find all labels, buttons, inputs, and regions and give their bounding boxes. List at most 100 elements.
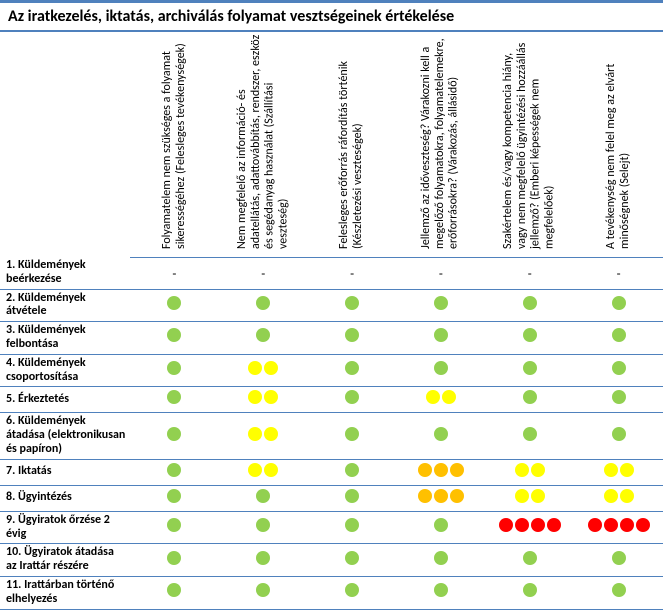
- row-label: 5. Érkeztetés: [0, 387, 130, 413]
- green-dot-icon: [345, 551, 359, 565]
- table-cell: [574, 322, 663, 355]
- table-cell: [574, 576, 663, 609]
- red-dot-icon: [604, 518, 618, 532]
- table-cell: [130, 485, 219, 511]
- table-cell: [308, 485, 397, 511]
- dot-group: [426, 390, 456, 404]
- green-dot-icon: [345, 489, 359, 503]
- dot-group: [612, 361, 626, 375]
- table-row: 7. Iktatás: [0, 459, 663, 485]
- dot-group: [434, 551, 448, 565]
- green-dot-icon: [167, 518, 181, 532]
- green-dot-icon: [167, 390, 181, 404]
- table-cell: [308, 322, 397, 355]
- table-cell: [485, 459, 574, 485]
- dot-group: [345, 328, 359, 342]
- red-dot-icon: [531, 518, 545, 532]
- dot-group: [248, 427, 278, 441]
- table-cell: [396, 576, 485, 609]
- column-header: Nem megfelelő az információ- és adatellá…: [219, 32, 308, 257]
- table-cell: [574, 459, 663, 485]
- table-cell: [308, 459, 397, 485]
- table-cell: [485, 511, 574, 544]
- table-cell: [130, 322, 219, 355]
- green-dot-icon: [434, 296, 448, 310]
- green-dot-icon: [256, 518, 270, 532]
- dot-group: [418, 489, 464, 503]
- dot-group: [515, 489, 545, 503]
- table-cell: [130, 413, 219, 459]
- dot-group: [256, 518, 270, 532]
- dot-group: [434, 427, 448, 441]
- table-cell: [396, 387, 485, 413]
- green-dot-icon: [256, 551, 270, 565]
- green-dot-icon: [612, 551, 626, 565]
- table-cell: [308, 544, 397, 577]
- column-header: Folyamatelem nem szükséges a folyamat si…: [130, 32, 219, 257]
- table-cell: [396, 289, 485, 322]
- column-header: Szakértelem és/vagy kompetencia hiány, v…: [485, 32, 574, 257]
- column-header-label: Jellemző az időveszteség? Várakozni kell…: [420, 34, 461, 249]
- table-cell: [396, 459, 485, 485]
- red-dot-icon: [636, 518, 650, 532]
- orange-dot-icon: [418, 489, 432, 503]
- dot-group: [256, 489, 270, 503]
- green-dot-icon: [256, 489, 270, 503]
- table-cell: [130, 544, 219, 577]
- yellow-dot-icon: [248, 361, 262, 375]
- table-cell: [308, 576, 397, 609]
- dot-group: [167, 296, 181, 310]
- table-cell: [396, 413, 485, 459]
- yellow-dot-icon: [620, 489, 634, 503]
- green-dot-icon: [167, 463, 181, 477]
- table-cell: [130, 289, 219, 322]
- table-cell: [485, 485, 574, 511]
- green-dot-icon: [434, 427, 448, 441]
- table-row: 6. Küldemények átadása (elektronikusan é…: [0, 413, 663, 459]
- dot-group: [167, 489, 181, 503]
- dot-group: [345, 361, 359, 375]
- dot-group: [515, 463, 545, 477]
- column-header-label: A tevékenység nem felel meg az elvárt mi…: [605, 34, 633, 249]
- yellow-dot-icon: [442, 390, 456, 404]
- table-cell: [219, 387, 308, 413]
- dot-group: [523, 427, 537, 441]
- yellow-dot-icon: [426, 390, 440, 404]
- dot-group: [248, 361, 278, 375]
- table-cell: [308, 354, 397, 387]
- green-dot-icon: [434, 583, 448, 597]
- dot-group: [499, 518, 561, 532]
- red-dot-icon: [515, 518, 529, 532]
- dot-group: [345, 463, 359, 477]
- yellow-dot-icon: [531, 489, 545, 503]
- column-header-label: Folyamatelem nem szükséges a folyamat si…: [161, 34, 189, 249]
- dot-group: [167, 518, 181, 532]
- dot-group: [345, 296, 359, 310]
- table-row: 5. Érkeztetés: [0, 387, 663, 413]
- table-cell: [485, 322, 574, 355]
- green-dot-icon: [612, 390, 626, 404]
- table-cell: [485, 413, 574, 459]
- table-cell: -: [130, 257, 219, 289]
- table-cell: [130, 576, 219, 609]
- table-cell: [219, 354, 308, 387]
- table-cell: [219, 576, 308, 609]
- dot-group: [418, 463, 464, 477]
- table-cell: [485, 289, 574, 322]
- table-cell: [396, 354, 485, 387]
- dash-mark: -: [172, 267, 176, 282]
- table-cell: [574, 387, 663, 413]
- table-cell: [485, 354, 574, 387]
- dot-group: [523, 551, 537, 565]
- dot-group: [345, 489, 359, 503]
- row-label: 6. Küldemények átadása (elektronikusan é…: [0, 413, 130, 459]
- green-dot-icon: [167, 583, 181, 597]
- yellow-dot-icon: [604, 463, 618, 477]
- green-dot-icon: [612, 296, 626, 310]
- green-dot-icon: [167, 489, 181, 503]
- dot-group: [523, 328, 537, 342]
- dash-mark: -: [261, 267, 265, 282]
- table-cell: [485, 544, 574, 577]
- green-dot-icon: [434, 361, 448, 375]
- yellow-dot-icon: [264, 390, 278, 404]
